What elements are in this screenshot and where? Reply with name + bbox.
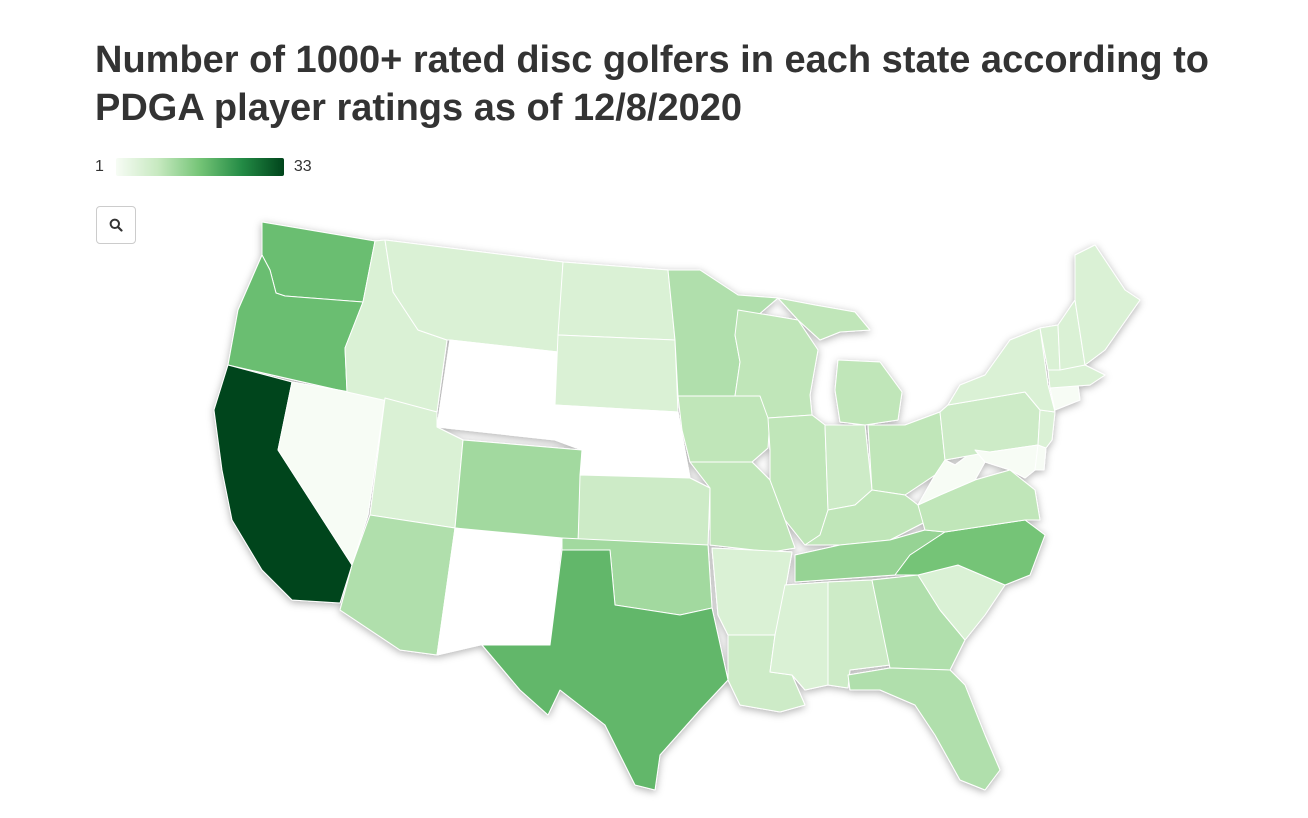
- state-fl[interactable]: [847, 667, 1001, 791]
- state-wy[interactable]: [436, 339, 559, 441]
- state-mo[interactable]: [689, 461, 796, 553]
- state-me[interactable]: [1074, 244, 1141, 366]
- legend-min-label: 1: [95, 158, 104, 175]
- state-nj[interactable]: [1037, 409, 1056, 449]
- search-icon: [109, 218, 123, 232]
- page-title: Number of 1000+ rated disc golfers in ea…: [95, 39, 1209, 129]
- state-co[interactable]: [454, 439, 583, 546]
- state-ia[interactable]: [677, 395, 771, 463]
- state-sd[interactable]: [554, 334, 679, 413]
- legend-gradient-bar: [115, 158, 284, 176]
- state-ct[interactable]: [1049, 384, 1081, 411]
- state-nm[interactable]: [436, 527, 563, 656]
- state-ks[interactable]: [577, 474, 711, 546]
- zoom-button[interactable]: [96, 206, 136, 244]
- state-md[interactable]: [974, 444, 1039, 479]
- state-nd[interactable]: [557, 261, 676, 341]
- state-ny[interactable]: [947, 327, 1056, 413]
- legend-max-label: 33: [293, 158, 312, 175]
- state-wa[interactable]: [261, 221, 376, 303]
- color-legend: 1 33: [95, 156, 312, 178]
- state-mi[interactable]: [777, 297, 903, 426]
- state-nc[interactable]: [894, 519, 1046, 586]
- state-tx[interactable]: [481, 549, 729, 791]
